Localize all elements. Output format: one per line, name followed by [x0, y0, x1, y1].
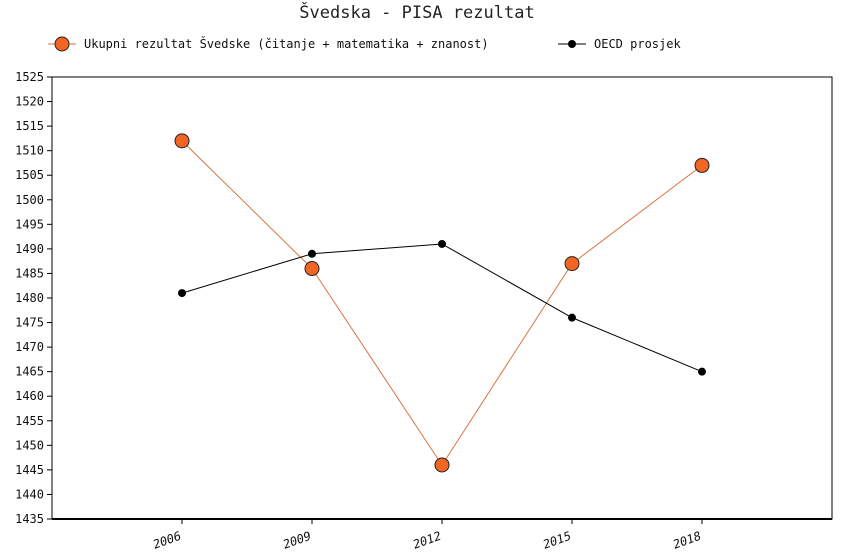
legend-item-oecd: OECD prosjek: [558, 37, 681, 51]
legend-label-oecd: OECD prosjek: [594, 37, 681, 51]
y-tick-label: 1475: [15, 316, 44, 330]
y-tick-label: 1470: [15, 340, 44, 354]
y-tick-label: 1450: [15, 438, 44, 452]
legend: Ukupni rezultat Švedske (čitanje + matem…: [48, 36, 681, 52]
series-1-point: [438, 239, 446, 248]
series-1-point: [698, 367, 706, 376]
y-tick-label: 1440: [15, 487, 44, 501]
series-0-point: [174, 133, 190, 149]
y-tick-label: 1445: [15, 463, 44, 477]
y-tick-label: 1515: [15, 119, 44, 133]
plot-area: [51, 76, 833, 520]
series-0-point: [694, 157, 710, 173]
series-1-point: [308, 249, 316, 258]
x-tick-label: 2015: [541, 529, 573, 552]
legend-item-sweden: Ukupni rezultat Švedske (čitanje + matem…: [48, 36, 489, 52]
x-tick-label: 2006: [151, 529, 183, 552]
y-tick-label: 1520: [15, 95, 44, 109]
legend-label-sweden: Ukupni rezultat Švedske (čitanje + matem…: [84, 36, 489, 51]
y-axis: 1435 1440 1445 1450 1455 1460 1465 1470 1475 1480…: [15, 70, 52, 526]
y-tick-label: 1460: [15, 389, 44, 403]
y-tick-label: 1435: [15, 512, 44, 526]
chart-title: Švedska - PISA rezultat: [299, 1, 534, 23]
y-tick-label: 1455: [15, 414, 44, 428]
series-layer: [174, 133, 710, 473]
y-tick-label: 1495: [15, 217, 44, 231]
y-tick-label: 1485: [15, 266, 44, 280]
y-tick-label: 1525: [15, 70, 44, 84]
y-tick-label: 1510: [15, 144, 44, 158]
series-1-point: [178, 289, 186, 298]
x-axis: 2006 2009 2012 2015 2018: [52, 518, 832, 552]
series-0-point: [304, 261, 320, 277]
y-tick-label: 1465: [15, 365, 44, 379]
y-tick-label: 1490: [15, 242, 44, 256]
series-0-point: [434, 457, 450, 473]
y-tick-label: 1505: [15, 168, 44, 182]
x-tick-label: 2012: [411, 529, 443, 552]
series-1-point: [568, 313, 576, 322]
legend-marker-oecd: [568, 40, 576, 48]
y-tick-label: 1500: [15, 193, 44, 207]
x-tick-label: 2018: [671, 529, 703, 552]
x-tick-label: 2009: [281, 529, 313, 552]
legend-marker-sweden: [54, 36, 70, 52]
series-0-point: [564, 256, 580, 272]
y-tick-label: 1480: [15, 291, 44, 305]
